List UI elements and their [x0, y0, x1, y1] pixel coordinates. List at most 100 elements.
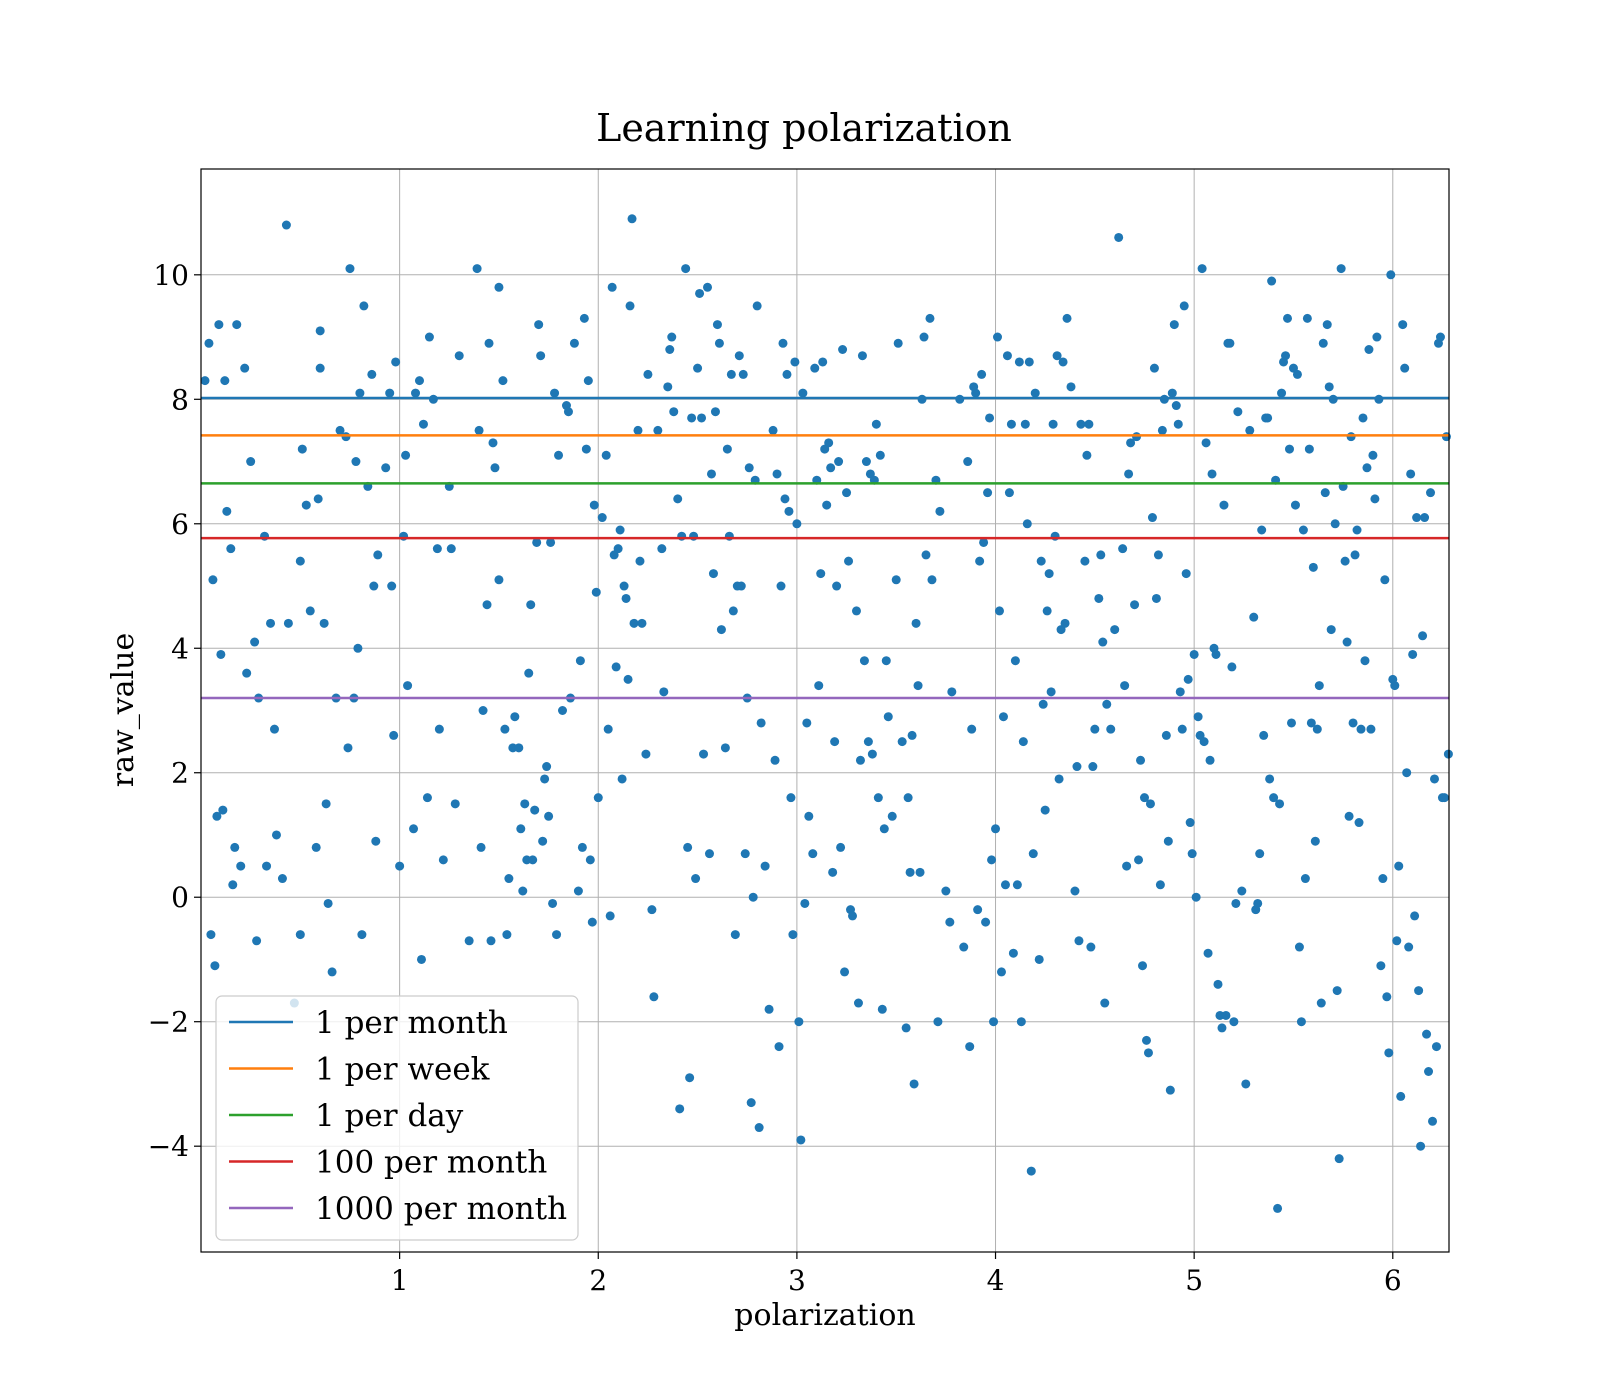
scatter-point: [230, 842, 240, 852]
scatter-point: [903, 793, 913, 803]
scatter-point: [1181, 569, 1191, 579]
scatter-point: [818, 357, 828, 367]
scatter-point: [597, 513, 607, 523]
scatter-point: [716, 625, 726, 635]
scatter-point: [1066, 382, 1076, 392]
scatter-point: [1022, 519, 1032, 529]
scatter-point: [474, 425, 484, 435]
scatter-point: [579, 313, 589, 323]
y-tick-label: 0: [171, 881, 189, 914]
scatter-point: [409, 824, 419, 834]
scatter-point: [603, 724, 613, 734]
scatter-point: [975, 556, 985, 566]
scatter-point: [720, 743, 730, 753]
plot-frame: [200, 168, 1450, 1253]
scatter-point: [1408, 649, 1418, 659]
scatter-point: [1173, 419, 1183, 429]
scatter-point: [1062, 313, 1072, 323]
scatter-point: [367, 369, 377, 379]
scatter-point: [1000, 880, 1010, 890]
scatter-point: [1090, 724, 1100, 734]
scatter-point: [901, 1023, 911, 1033]
scatter-point: [1141, 1035, 1151, 1045]
scatter-point: [1290, 500, 1300, 510]
scatter-point: [1368, 450, 1378, 460]
scatter-point: [214, 320, 224, 330]
scatter-point: [987, 855, 997, 865]
scatter-point: [351, 457, 361, 467]
scatter-point: [1263, 413, 1273, 423]
scatter-point: [802, 718, 812, 728]
scatter-point: [1326, 625, 1336, 635]
scatter-point: [857, 351, 867, 361]
scatter-point: [838, 345, 848, 354]
scatter-point: [1356, 724, 1366, 734]
scatter-point: [262, 861, 272, 871]
scatter-point: [959, 942, 969, 952]
scatter-point: [1370, 494, 1380, 504]
scatter-point: [1277, 388, 1287, 398]
scatter-point: [1221, 1010, 1231, 1020]
scatter-point: [1199, 737, 1209, 747]
scatter-point: [1070, 886, 1080, 896]
scatter-point: [1292, 369, 1302, 379]
scatter-point: [693, 363, 703, 373]
scatter-point: [1318, 338, 1328, 348]
scatter-point: [591, 587, 601, 597]
scatter-point: [1398, 320, 1408, 330]
scatter-point: [391, 357, 401, 367]
scatter-point: [484, 338, 494, 348]
scatter-point: [1384, 1048, 1394, 1058]
scatter-point: [1428, 1116, 1438, 1126]
x-tick-label: 3: [788, 1264, 806, 1297]
scatter-point: [683, 842, 693, 852]
scatter-point: [621, 593, 631, 603]
scatter-point: [1308, 562, 1318, 572]
scatter-point: [1400, 363, 1410, 373]
scatter-point: [981, 917, 991, 927]
scatter-point: [526, 600, 536, 610]
scatter-point: [921, 550, 931, 560]
scatter-point: [816, 569, 826, 579]
scatter-point: [446, 544, 456, 554]
scatter-point: [887, 811, 897, 821]
scatter-point: [295, 930, 305, 940]
scatter-point: [518, 886, 528, 896]
scatter-point: [1114, 232, 1124, 242]
scatter-point: [1122, 861, 1132, 871]
scatter-point: [790, 357, 800, 367]
scatter-point: [1124, 469, 1134, 479]
scatter-point: [1213, 979, 1223, 989]
scatter-point: [546, 537, 556, 547]
scatter-point: [851, 606, 861, 616]
scatter-point: [569, 338, 579, 348]
scatter-point: [1052, 351, 1062, 361]
scatter-point: [494, 282, 504, 292]
scatter-point: [1098, 637, 1108, 647]
y-tick-label: 8: [171, 383, 189, 416]
scatter-point: [746, 1098, 756, 1108]
scatter-point: [1042, 606, 1052, 616]
scatter-point: [1255, 849, 1265, 859]
scatter-point: [1110, 625, 1120, 635]
scatter-point: [524, 668, 534, 678]
scatter-point: [482, 600, 492, 610]
scatter-point: [210, 961, 220, 971]
scatter-point: [414, 376, 424, 386]
scatter-point: [897, 737, 907, 747]
scatter-point: [315, 326, 325, 336]
scatter-point: [770, 755, 780, 765]
scatter-point: [635, 556, 645, 566]
scatter-point: [319, 618, 329, 628]
scatter-point: [1334, 1154, 1344, 1164]
scatter-point: [206, 930, 216, 940]
scatter-point: [1322, 320, 1332, 330]
scatter-point: [1026, 1166, 1036, 1176]
scatter-point: [617, 774, 627, 784]
scatter-point: [681, 264, 691, 274]
scatter-point: [675, 1104, 685, 1114]
scatter-point: [583, 376, 593, 386]
scatter-point: [1183, 674, 1193, 684]
scatter-point: [796, 1135, 806, 1145]
scatter-point: [1286, 718, 1296, 728]
